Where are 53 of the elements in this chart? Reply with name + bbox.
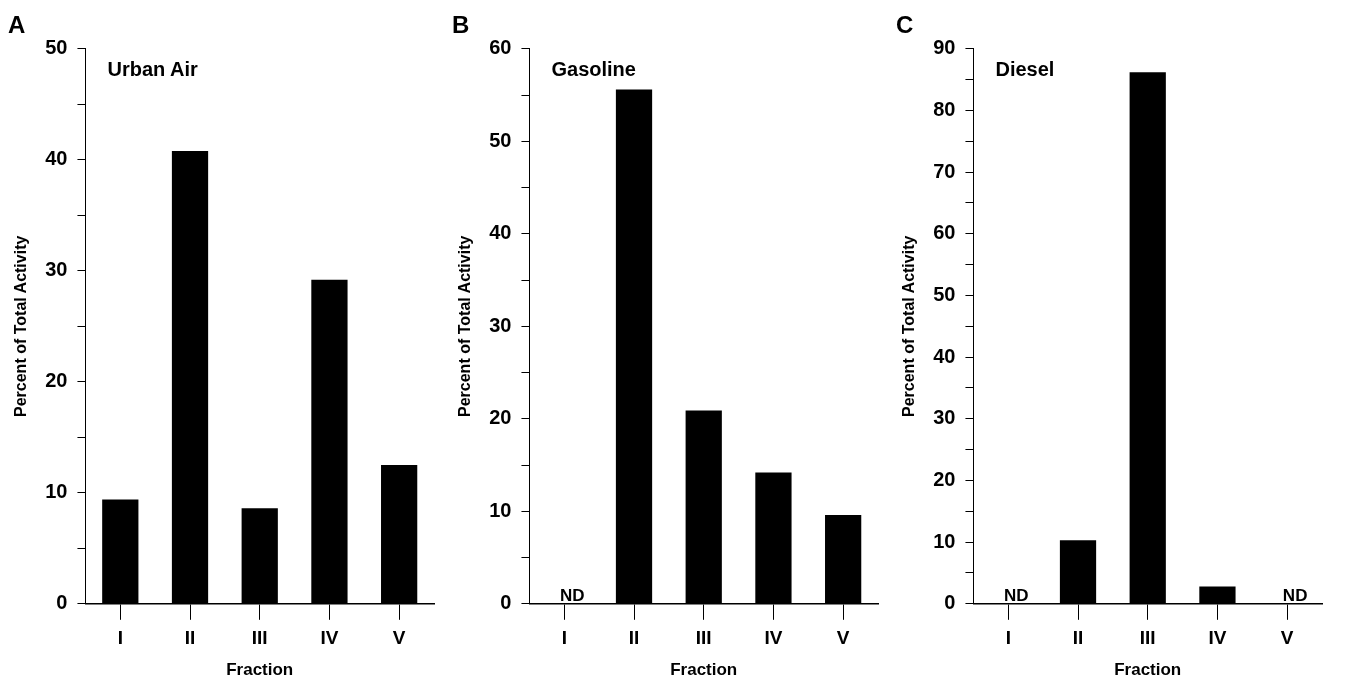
annotation: ND <box>1282 585 1308 605</box>
text: Urban Air <box>107 58 199 81</box>
y-tick-label: 0 <box>944 591 956 614</box>
annotation: ND <box>560 585 585 605</box>
x-tick-label: IV <box>764 627 783 649</box>
x-tick-label: I <box>117 627 123 649</box>
y-tick-label: 60 <box>933 221 956 244</box>
y-tick-label: 70 <box>933 159 956 182</box>
y-tick-label: 10 <box>489 498 512 521</box>
y-axis-title: Percent of Total Activity <box>900 235 918 417</box>
y-axis-title: Percent of Total Activity <box>456 235 474 417</box>
x-tick-label: V <box>836 627 850 649</box>
chart-title: C <box>896 11 914 39</box>
y-tick-label: 0 <box>500 591 512 614</box>
x-tick-label: II <box>628 627 640 649</box>
y-axis-title: Percent of Total Activity <box>12 235 30 417</box>
x-tick-label: V <box>1280 627 1294 649</box>
y-tick-label: 10 <box>45 480 68 503</box>
x-tick-label: I <box>1005 627 1011 649</box>
y-tick-label: 50 <box>489 128 512 151</box>
y-tick-label: 20 <box>489 406 512 429</box>
text: Diesel <box>995 58 1055 81</box>
y-tick-label: 90 <box>933 36 956 59</box>
x-tick-label: III <box>251 627 268 649</box>
y-tick-label: 50 <box>45 36 68 59</box>
x-tick-label: III <box>695 627 712 649</box>
y-tick-label: 40 <box>933 344 956 367</box>
x-tick-label: V <box>392 627 406 649</box>
y-tick-label: 30 <box>489 313 512 336</box>
y-tick-label: 50 <box>933 282 956 305</box>
x-tick-label: IV <box>1208 627 1227 649</box>
x-tick-label: IV <box>320 627 339 649</box>
chart-title: A <box>8 11 26 39</box>
y-tick-label: 0 <box>56 591 68 614</box>
x-tick-label: I <box>561 627 567 649</box>
y-tick-label: 40 <box>45 147 68 170</box>
text: Gasoline <box>551 58 636 81</box>
y-tick-label: 60 <box>489 36 512 59</box>
y-tick-label: 80 <box>933 97 956 120</box>
y-tick-label: 20 <box>45 369 68 392</box>
x-tick-label: III <box>1139 627 1156 649</box>
x-tick-label: II <box>184 627 196 649</box>
chart-title: B <box>452 11 470 39</box>
x-axis-title: Fraction <box>1114 660 1182 680</box>
y-tick-label: 30 <box>45 258 68 281</box>
x-tick-label: II <box>1072 627 1084 649</box>
x-axis-title: Fraction <box>670 660 738 680</box>
y-tick-label: 30 <box>933 406 956 429</box>
y-tick-label: 10 <box>933 529 956 552</box>
annotation: ND <box>1004 585 1029 605</box>
x-axis-title: Fraction <box>226 660 294 680</box>
y-tick-label: 20 <box>933 467 956 490</box>
y-tick-label: 40 <box>489 221 512 244</box>
